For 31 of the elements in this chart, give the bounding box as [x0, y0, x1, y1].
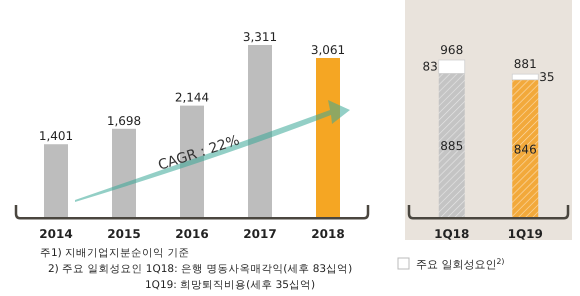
x-tick-label: 2017	[243, 227, 277, 241]
data-label: 885	[440, 139, 464, 154]
x-tick-label: 2016	[175, 227, 209, 241]
data-label: 3,311	[242, 30, 278, 44]
legend-label: 주요 일회성요인$^{2)}$	[416, 256, 504, 271]
data-label: 35	[539, 70, 555, 84]
bar	[44, 144, 68, 217]
bar	[248, 45, 272, 217]
x-tick-label: 1Q19	[508, 227, 543, 241]
bar	[438, 73, 465, 217]
data-label: 846	[514, 142, 537, 156]
total-label: 968	[440, 43, 464, 57]
text: 주1) 지배기업지분순이익 기준	[40, 247, 190, 259]
x-tick-label: 1Q18	[434, 227, 470, 241]
bar	[512, 80, 538, 217]
bar	[112, 128, 136, 217]
data-label: 1,401	[38, 129, 74, 144]
data-label: 2,144	[174, 90, 210, 105]
text: 2) 주요 일회성요인 1Q18: 은행 명동사옥매각익(세후 83십억)	[48, 263, 352, 275]
x-tick-label: 2014	[39, 227, 73, 241]
x-tick-label: 2018	[311, 227, 345, 241]
data-label: 3,061	[310, 42, 346, 57]
annotation: CAGR : 22%	[156, 132, 242, 174]
bar	[512, 74, 539, 80]
bar	[316, 58, 340, 217]
total-label: 881	[514, 57, 537, 72]
x-tick-label: 2015	[107, 227, 141, 241]
data-label: 1,698	[106, 114, 142, 128]
bar	[438, 60, 466, 74]
text: 1Q19: 희망퇴직비용(세후 35십억)	[145, 279, 316, 291]
data-label: 83	[422, 60, 438, 74]
